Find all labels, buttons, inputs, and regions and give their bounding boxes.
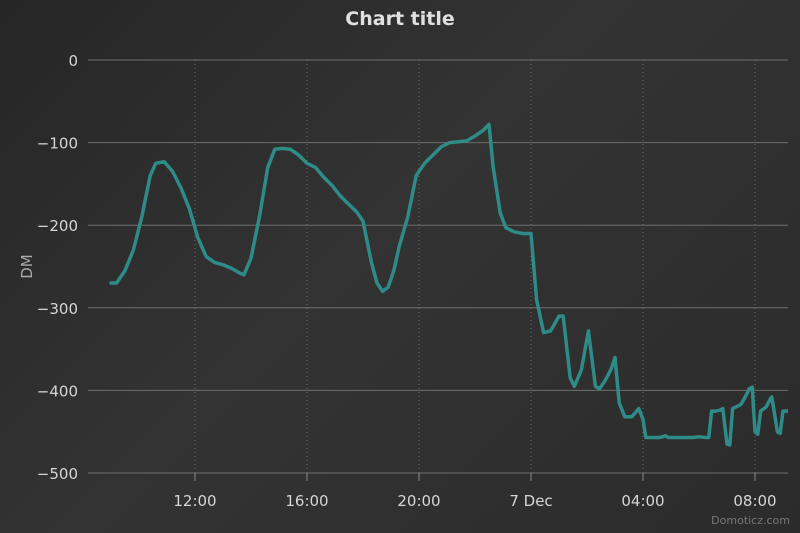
credit-link[interactable]: Domoticz.com	[711, 514, 790, 527]
x-tick-label: 20:00	[397, 492, 440, 510]
y-axis-label: DM	[18, 254, 36, 279]
series-line	[109, 122, 788, 447]
y-tick-label: −300	[37, 300, 78, 318]
x-tick-label: 04:00	[621, 492, 664, 510]
x-tick-label: 12:00	[173, 492, 216, 510]
y-tick-label: −500	[37, 465, 78, 483]
y-tick-label: −400	[37, 382, 78, 400]
y-tick-label: 0	[68, 52, 78, 70]
x-tick-label: 16:00	[285, 492, 328, 510]
x-tick-label: 7 Dec	[509, 492, 552, 510]
x-tick-label: 08:00	[733, 492, 776, 510]
chart-title: Chart title	[345, 8, 455, 30]
y-tick-label: −100	[37, 135, 78, 153]
y-tick-label: −200	[37, 217, 78, 235]
